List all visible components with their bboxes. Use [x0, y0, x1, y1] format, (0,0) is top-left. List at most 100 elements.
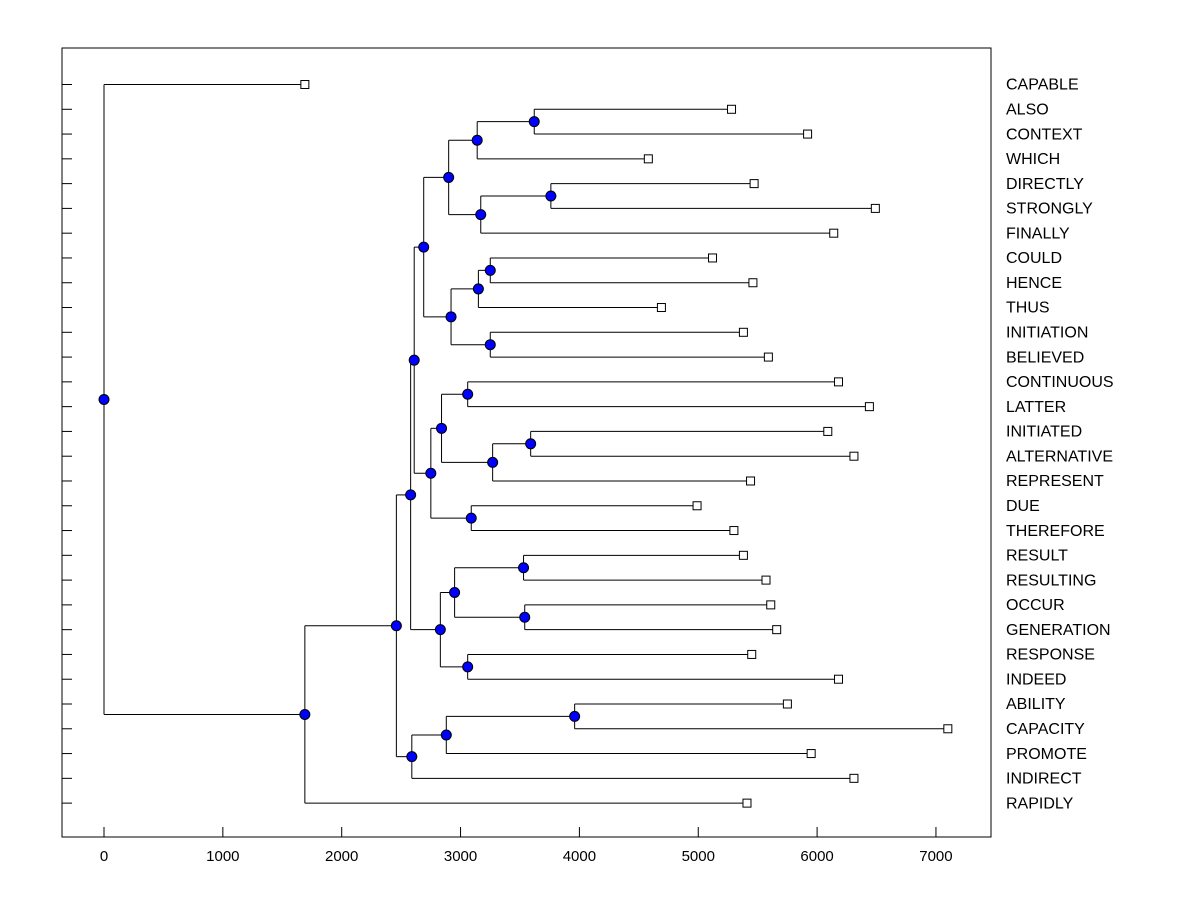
leaf-marker	[708, 253, 718, 263]
merge-nodes	[98, 116, 581, 763]
merge-node	[406, 751, 418, 763]
x-tick-label: 2000	[325, 848, 358, 865]
leaf-marker	[692, 501, 702, 511]
merge-node	[525, 438, 537, 450]
leaf-label: ABILITY	[1006, 696, 1066, 713]
leaf-marker	[782, 699, 792, 709]
merge-node	[440, 729, 452, 741]
leaf-marker	[870, 203, 880, 213]
leaf-label: REPRESENT	[1006, 473, 1104, 490]
merge-node	[472, 283, 484, 295]
leaf-marker	[829, 228, 839, 238]
leaf-marker	[656, 303, 666, 313]
merge-node	[418, 241, 430, 253]
leaf-label: PROMOTE	[1006, 746, 1087, 763]
leaf-label: BELIEVED	[1006, 349, 1084, 366]
leaf-label: WHICH	[1006, 151, 1060, 168]
leaf-marker	[742, 798, 752, 808]
leaf-label: INDIRECT	[1006, 771, 1082, 788]
merge-node	[445, 311, 457, 323]
merge-node	[471, 134, 483, 146]
leaf-label: RESPONSE	[1006, 647, 1095, 664]
merge-node	[299, 708, 311, 720]
leaf-marker	[772, 625, 782, 635]
leaf-label: THEREFORE	[1006, 523, 1105, 540]
x-tick-label: 4000	[563, 848, 596, 865]
leaf-label: FINALLY	[1006, 225, 1070, 242]
merge-node	[475, 209, 487, 221]
leaf-label: RESULT	[1006, 548, 1068, 565]
leaf-label: STRONGLY	[1006, 201, 1093, 218]
merge-node	[425, 467, 437, 479]
merge-node	[528, 116, 540, 128]
x-axis: 0 1000 2000 3000 4000 5000 6000 7000	[100, 827, 953, 865]
leaf-label: HENCE	[1006, 275, 1062, 292]
leaf-marker	[747, 649, 757, 659]
leaf-label: OCCUR	[1006, 597, 1065, 614]
leaf-label: DUE	[1006, 498, 1040, 515]
merge-node	[390, 620, 402, 632]
leaf-marker	[943, 724, 953, 734]
leaf-marker	[849, 773, 859, 783]
merge-node	[569, 710, 581, 722]
merge-node	[436, 422, 448, 434]
merge-node	[405, 489, 417, 501]
x-tick-label: 7000	[919, 848, 952, 865]
x-tick-label: 3000	[444, 848, 477, 865]
leaf-marker	[806, 749, 816, 759]
leaf-marker	[643, 154, 653, 164]
leaf-label: CONTINUOUS	[1006, 374, 1114, 391]
leaf-marker	[803, 129, 813, 139]
leaf-marker	[727, 104, 737, 114]
leaf-marker	[766, 600, 776, 610]
plot-frame	[61, 47, 992, 838]
leaf-label: INDEED	[1006, 671, 1066, 688]
leaf-label: RAPIDLY	[1006, 795, 1074, 812]
x-tick-label: 5000	[682, 848, 715, 865]
leaf-marker	[729, 526, 739, 536]
leaf-label: CAPABLE	[1006, 77, 1079, 94]
leaf-label: ALTERNATIVE	[1006, 448, 1113, 465]
leaf-label: CAPACITY	[1006, 721, 1085, 738]
leaf-marker	[833, 674, 843, 684]
leaf-label: INITIATED	[1006, 424, 1082, 441]
leaf-marker	[738, 327, 748, 337]
x-tick-label: 6000	[800, 848, 833, 865]
leaf-marker	[763, 352, 773, 362]
leaf-marker	[761, 575, 771, 585]
leaf-label: THUS	[1006, 300, 1050, 317]
leaf-label: ALSO	[1006, 101, 1049, 118]
leaf-marker	[849, 451, 859, 461]
merge-node	[484, 264, 496, 276]
x-tick-label: 0	[100, 848, 108, 865]
merge-node	[98, 393, 110, 405]
merge-node	[545, 190, 557, 202]
merge-node	[465, 512, 477, 524]
x-tick-label: 1000	[206, 848, 239, 865]
merge-node	[487, 456, 499, 468]
leaf-label: INITIATION	[1006, 325, 1088, 342]
leaf-label: RESULTING	[1006, 572, 1096, 589]
leaf-label: CONTEXT	[1006, 126, 1083, 143]
y-axis-ticks	[62, 84, 72, 804]
merge-node	[519, 611, 531, 623]
merge-node	[443, 171, 455, 183]
leaf-label: GENERATION	[1006, 622, 1111, 639]
leaf-marker	[864, 402, 874, 412]
leaf-marker	[746, 476, 756, 486]
leaf-markers	[300, 80, 953, 808]
leaf-marker	[833, 377, 843, 387]
merge-node	[408, 354, 420, 366]
leaf-label: LATTER	[1006, 399, 1066, 416]
merge-node	[484, 339, 496, 351]
merge-node	[462, 388, 474, 400]
merge-node	[434, 624, 446, 636]
leaf-marker	[738, 550, 748, 560]
leaf-marker	[748, 278, 758, 288]
leaf-labels: CAPABLE ALSO CONTEXT WHICH DIRECTLY STRONGLY F…	[1006, 77, 1114, 813]
merge-node	[518, 562, 530, 574]
leaf-marker	[823, 426, 833, 436]
branches	[103, 84, 948, 804]
leaf-label: DIRECTLY	[1006, 176, 1084, 193]
